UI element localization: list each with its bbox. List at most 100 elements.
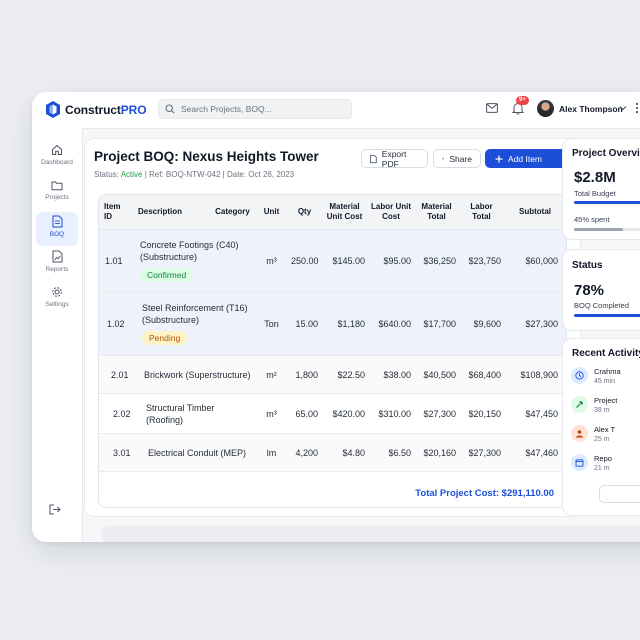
home-icon <box>52 144 62 155</box>
table-row[interactable]: 2.01 Brickwork (Superstructure) m² 1,800… <box>99 355 566 394</box>
chevron-down-icon[interactable] <box>619 104 627 112</box>
sidebar: Dashboard Projects BOQ Reports <box>32 128 83 542</box>
status-title: Status <box>572 260 603 271</box>
sidebar-item-reports[interactable]: Reports <box>36 250 78 280</box>
cell-item-id: 3.01 <box>99 433 132 472</box>
sidebar-item-boq[interactable]: BOQ <box>36 212 78 246</box>
mail-icon[interactable] <box>486 103 498 113</box>
activity-item[interactable]: Alex T 25 m <box>571 425 615 444</box>
view-all-button[interactable] <box>599 485 640 503</box>
cell-material-unit-cost: $4.80 <box>321 433 368 472</box>
table-header-row: Item ID Description Category Unit Qty Ma… <box>99 195 566 230</box>
hammer-icon <box>571 396 588 413</box>
search-input[interactable]: Search Projects, BOQ... <box>158 99 352 119</box>
add-item-button[interactable]: Add Item <box>485 149 571 168</box>
cell-material-unit-cost: $145.00 <box>321 229 368 292</box>
sidebar-item-label: Projects <box>45 194 69 201</box>
cell-material-total: $36,250 <box>414 229 459 292</box>
cell-material-total: $20,160 <box>414 433 459 472</box>
project-meta: Status: Active | Ref: BOQ-NTW-042 | Date… <box>94 170 295 179</box>
table-row[interactable]: 1.02 Steel Reinforcement (T16) (Substruc… <box>99 291 566 356</box>
col-header-labor-unit-cost[interactable]: Labor Unit Cost <box>368 195 414 230</box>
sidebar-item-projects[interactable]: Projects <box>36 180 78 210</box>
boq-card: Project BOQ: Nexus Heights Tower Status:… <box>84 138 581 517</box>
activity-item[interactable]: Repo 21 m <box>571 454 612 473</box>
status-percent: 78% <box>574 282 605 299</box>
gear-icon <box>52 287 62 297</box>
overview-title: Project Overview <box>572 148 640 159</box>
cell-unit: m³ <box>255 229 288 292</box>
spent-track <box>574 228 640 231</box>
search-placeholder: Search Projects, BOQ... <box>181 104 272 114</box>
col-header-item-id[interactable]: Item ID <box>99 195 132 230</box>
more-icon[interactable] <box>635 102 639 114</box>
spent-label: 45% spent <box>574 215 610 224</box>
brand[interactable]: ConstructPRO <box>46 101 147 118</box>
cell-subtotal: $27,300 <box>504 291 566 356</box>
cell-qty: 15.00 <box>288 291 321 356</box>
total-project-cost: Total Project Cost: $291,110.00 <box>415 488 554 499</box>
share-button[interactable]: Share <box>433 149 481 168</box>
cell-item-id: 1.01 <box>99 229 132 292</box>
cell-description: Electrical Conduit (MEP) <box>132 433 255 472</box>
top-bar: ConstructPRO Search Projects, BOQ... 9+ … <box>32 92 640 129</box>
col-header-material-unit-cost[interactable]: Material Unit Cost <box>321 195 368 230</box>
cell-material-total: $27,300 <box>414 393 459 434</box>
sidebar-item-settings[interactable]: Settings <box>36 286 78 316</box>
plus-icon <box>495 155 503 162</box>
recent-title: Recent Activity <box>572 348 640 359</box>
cell-labor-unit-cost: $310.00 <box>368 393 414 434</box>
cell-unit: m³ <box>255 393 288 434</box>
cell-labor-total: $68,400 <box>459 355 504 394</box>
user-name[interactable]: Alex Thompson <box>559 104 623 114</box>
search-icon <box>165 104 175 114</box>
activity-item[interactable]: Project 38 m <box>571 396 617 415</box>
cell-labor-total: $27,300 <box>459 433 504 472</box>
bottom-panel <box>102 526 640 542</box>
boq-table: Item ID Description Category Unit Qty Ma… <box>98 194 567 508</box>
table-row[interactable]: 2.02 Structural Timber (Roofing) m³ 65.0… <box>99 393 566 434</box>
cell-material-unit-cost: $22.50 <box>321 355 368 394</box>
cell-subtotal: $60,000 <box>504 229 566 292</box>
cell-item-id: 2.02 <box>99 393 132 434</box>
status-badge: Confirmed <box>140 268 194 282</box>
activity-item[interactable]: Crahma 45 min <box>571 367 621 386</box>
cell-labor-unit-cost: $95.00 <box>368 229 414 292</box>
cell-description: Concrete Footings (C40) (Substructure) C… <box>132 229 255 292</box>
cell-material-unit-cost: $1,180 <box>321 291 368 356</box>
folder-icon <box>51 181 63 191</box>
cell-labor-unit-cost: $38.00 <box>368 355 414 394</box>
sidebar-item-dashboard[interactable]: Dashboard <box>36 144 78 174</box>
status-badge: Pending <box>142 331 188 345</box>
chart-file-icon <box>52 250 62 263</box>
status-card: Status 78% BOQ Completed <box>562 249 640 331</box>
cell-labor-unit-cost: $6.50 <box>368 433 414 472</box>
cell-subtotal: $108,900 <box>504 355 566 394</box>
col-header-subtotal[interactable]: Subtotal <box>504 195 566 230</box>
cell-qty: 250.00 <box>288 229 321 292</box>
table-row[interactable]: 3.01 Electrical Conduit (MEP) lm 4,200 $… <box>99 433 566 472</box>
col-header-description[interactable]: Description <box>132 195 210 230</box>
brand-name: ConstructPRO <box>65 102 147 117</box>
cell-labor-total: $20,150 <box>459 393 504 434</box>
budget-value: $2.8M <box>574 169 616 186</box>
app-window: ConstructPRO Search Projects, BOQ... 9+ … <box>32 92 640 542</box>
status-label: BOQ Completed <box>574 301 630 310</box>
sidebar-item-label: BOQ <box>49 231 65 238</box>
logout-icon[interactable] <box>49 504 61 515</box>
col-header-labor-total[interactable]: Labor Total <box>459 195 504 230</box>
cell-description: Steel Reinforcement (T16) (Substructure)… <box>132 291 255 356</box>
col-header-material-total[interactable]: Material Total <box>414 195 459 230</box>
export-pdf-button[interactable]: Export PDF <box>361 149 428 169</box>
col-header-qty[interactable]: Qty <box>288 195 321 230</box>
avatar[interactable] <box>537 100 554 117</box>
share-icon <box>442 157 445 160</box>
col-header-unit[interactable]: Unit <box>255 195 288 230</box>
status-fill <box>574 314 640 317</box>
sidebar-item-label: Reports <box>45 266 69 273</box>
cell-material-total: $17,700 <box>414 291 459 356</box>
page-title: Project BOQ: Nexus Heights Tower <box>94 149 319 164</box>
col-header-category[interactable]: Category <box>210 195 255 230</box>
cell-subtotal: $47,460 <box>504 433 566 472</box>
table-row[interactable]: 1.01 Concrete Footings (C40) (Substructu… <box>99 229 566 292</box>
